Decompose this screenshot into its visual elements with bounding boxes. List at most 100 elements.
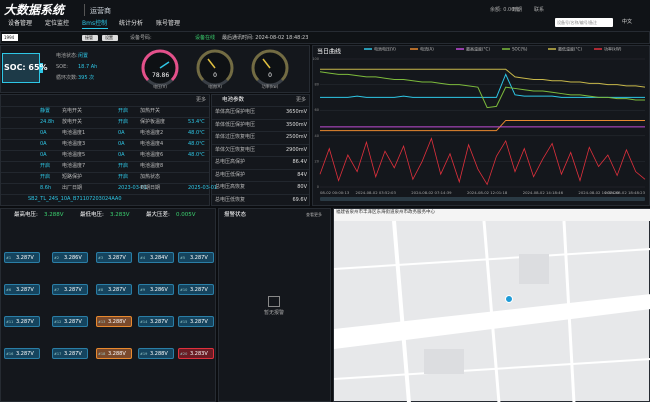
cells-stat-value: 3.288V: [44, 212, 64, 218]
x-tick-label: 2024-08-02 07:14:39: [411, 190, 452, 195]
cell-id: #19: [140, 352, 148, 356]
gauge-label: 电压(V): [153, 84, 167, 89]
cell-voltage: 3.287V: [16, 286, 34, 293]
info-label: 电池状态:: [56, 53, 78, 59]
button-label[interactable]: 设置: [105, 35, 113, 40]
param-label: 总电压高保护: [215, 159, 246, 165]
status-cell: 电池温度2: [140, 130, 164, 136]
status-cell: 到期日期: [140, 185, 161, 191]
y-tick-label: 100: [312, 57, 319, 61]
cell-voltage: 3.287V: [150, 318, 168, 325]
series-line: [319, 137, 646, 186]
gauge: [196, 49, 234, 87]
account-info[interactable]: 到期: [512, 7, 523, 13]
status-cell: 放电开关: [62, 119, 83, 125]
param-label: 总电压低保护: [215, 171, 246, 178]
map-address: 福建省泉州市丰泽区东海街道泉州市政务服务中心: [336, 210, 435, 215]
info-value: 闲置: [78, 53, 89, 59]
logo: 大数据系统: [4, 3, 65, 17]
status-cell: 2023-03-01: [118, 185, 148, 191]
status-cell: 加热开关: [140, 108, 161, 114]
x-tick-label: 2024-08-02 03:52:03: [356, 190, 397, 195]
last-communication: 最后通讯时间: 2024-08-02 18:48:23: [222, 35, 309, 41]
cell: [178, 316, 214, 327]
more-link[interactable]: 更多: [296, 97, 307, 103]
map: [333, 209, 650, 402]
status-cell: 8.6h: [40, 185, 52, 191]
top-bar: [0, 0, 650, 31]
operator: 运营商: [90, 7, 111, 15]
legend-label: SOC(%): [512, 47, 528, 52]
cell-voltage: 3.287V: [64, 286, 82, 293]
alarm-panel: [218, 208, 331, 402]
cell-id: #16: [6, 352, 14, 356]
status-cell: 48.0℃: [188, 152, 205, 158]
status-cell: 53.4℃: [188, 119, 205, 125]
legend-label: 功率(kW): [604, 46, 622, 52]
battery-cap: [40, 63, 43, 73]
device-tab[interactable]: 1994: [4, 35, 15, 40]
x-tick-label: 2024-08-02 12:01:18: [467, 190, 508, 195]
x-tick-label: 2024-08-02 14:18:46: [523, 190, 564, 195]
scrollbar: [320, 197, 645, 201]
status-cell: 电池温度5: [62, 152, 86, 158]
y-tick-label: 60: [315, 108, 319, 112]
language[interactable]: 中文: [622, 19, 633, 25]
param-label: 单体欠压恢复电压: [215, 146, 256, 153]
status-cell: 静置: [40, 108, 51, 114]
divider: [84, 4, 85, 16]
param-value: 2900mV: [285, 146, 307, 153]
cell: [4, 252, 40, 263]
row-line: [1, 139, 209, 140]
status-cell: 开启: [118, 163, 129, 169]
cell-id: #13: [98, 320, 106, 324]
nav-item[interactable]: 统计分析: [119, 20, 144, 27]
row-line: [212, 106, 309, 107]
status-cell: 电池温度6: [140, 152, 164, 158]
cell: [96, 252, 132, 263]
device-status: 设备在线: [195, 35, 216, 41]
cells-stat-label: 最大压差:: [146, 212, 170, 218]
info-label: 循环次数:: [56, 75, 78, 81]
row-line: [1, 128, 209, 129]
account-info[interactable]: 联系: [534, 7, 545, 13]
param-value: 86.4V: [292, 159, 307, 165]
row-line: [212, 181, 309, 182]
status-cell: 电池温度3: [62, 141, 86, 147]
cell: [96, 348, 132, 359]
param-value: 80V: [297, 184, 307, 190]
cell: [4, 284, 40, 295]
nav-item[interactable]: 设备管理: [8, 20, 33, 27]
status-cell: SB2_TL_24S_10A_B71107203024AA0: [28, 196, 122, 202]
nav-item[interactable]: 定位监控: [45, 20, 70, 27]
cell-voltage: 3.283V: [190, 350, 208, 357]
info-value: 18.7 Ah: [78, 64, 98, 70]
search-placeholder[interactable]: 设备号/名称/编号/备注: [557, 20, 598, 25]
row-line: [212, 156, 309, 157]
info-value: 395 次: [78, 75, 95, 81]
cell-voltage: 3.286V: [64, 254, 82, 261]
gauge: [251, 49, 289, 87]
row-line: [1, 161, 209, 162]
nav-item[interactable]: Bms控制: [82, 20, 108, 27]
row-line: [1, 194, 209, 195]
cell-id: #14: [140, 320, 148, 324]
status-cell: 0A: [118, 141, 125, 147]
more-link[interactable]: 更多: [196, 97, 207, 103]
cell-voltage: 3.287V: [64, 318, 82, 325]
status-cell: 0A: [118, 130, 125, 136]
series-line: [319, 71, 645, 109]
status-cell: 电池温度1: [62, 130, 86, 136]
cell-voltage: 3.284V: [150, 254, 168, 261]
more-link[interactable]: 查看更多: [306, 212, 322, 217]
params-title: 电池参数: [222, 97, 245, 103]
button-label[interactable]: 接管: [85, 35, 93, 40]
account-info: 余额: 0.00元: [490, 7, 520, 13]
row-line: [1, 117, 209, 118]
gauge-label: 电流(A): [208, 84, 222, 89]
nav-item[interactable]: 账号管理: [156, 20, 181, 27]
cell-voltage: 3.287V: [64, 350, 82, 357]
status-cell: 开启: [118, 119, 129, 125]
cell-voltage: 3.287V: [190, 254, 208, 261]
cell-voltage: 3.287V: [108, 254, 126, 261]
